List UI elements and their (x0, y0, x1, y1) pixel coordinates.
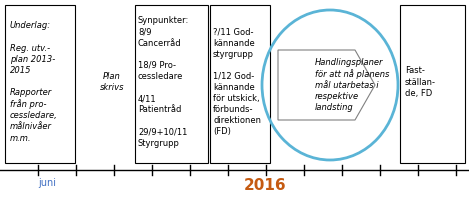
Text: Fast-
ställan-
de, FD: Fast- ställan- de, FD (405, 66, 436, 98)
Text: Plan
skrivs: Plan skrivs (100, 72, 124, 92)
Polygon shape (278, 50, 375, 120)
Bar (135, 5, 208, 163)
Bar (210, 5, 270, 163)
Text: Synpunkter:
8/9
Cancerråd

18/9 Pro-
cessledare

4/11
Patientråd

29/9+10/11
Sty: Synpunkter: 8/9 Cancerråd 18/9 Pro- cess… (138, 16, 189, 148)
Bar (5, 5, 75, 163)
Text: Handlingsplaner
för att nå planens
mål utarbetas i
respektive
landsting: Handlingsplaner för att nå planens mål u… (315, 58, 389, 112)
Text: ?/11 God-
kännande
styrgrupp

1/12 God-
kännande
för utskick,
förbunds-
direktio: ?/11 God- kännande styrgrupp 1/12 God- k… (213, 27, 261, 136)
Text: juni: juni (38, 178, 56, 188)
Text: 2016: 2016 (244, 178, 286, 193)
Text: Underlag:

Reg. utv.-
plan 2013-
2015

Rapporter
från pro-
cessledare,
målnivåer: Underlag: Reg. utv.- plan 2013- 2015 Rap… (10, 21, 58, 143)
Bar (400, 5, 465, 163)
